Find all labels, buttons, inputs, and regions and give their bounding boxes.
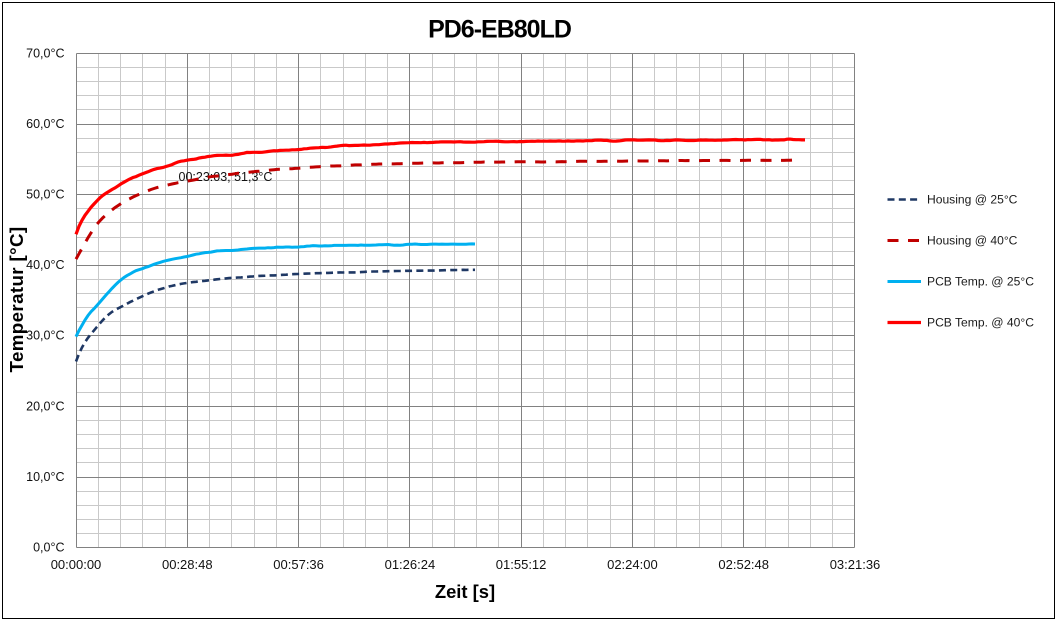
svg-text:02:52:48: 02:52:48 <box>718 557 769 572</box>
svg-text:Housing @ 40°C: Housing @ 40°C <box>927 234 1018 248</box>
svg-text:0,0°C: 0,0°C <box>33 541 64 555</box>
svg-text:PCB Temp. @ 25°C: PCB Temp. @ 25°C <box>927 275 1034 289</box>
svg-text:03:21:36: 03:21:36 <box>830 557 881 572</box>
svg-text:PD6-EB80LD: PD6-EB80LD <box>428 16 571 44</box>
svg-text:01:55:12: 01:55:12 <box>496 557 547 572</box>
svg-text:70,0°C: 70,0°C <box>26 46 64 60</box>
svg-text:PCB Temp. @ 40°C: PCB Temp. @ 40°C <box>927 316 1034 330</box>
svg-text:Zeit [s]: Zeit [s] <box>435 581 495 602</box>
svg-text:00:00:00: 00:00:00 <box>51 557 102 572</box>
svg-text:00:57:36: 00:57:36 <box>273 557 324 572</box>
svg-text:Temperatur [°C]: Temperatur [°C] <box>6 227 27 373</box>
svg-text:20,0°C: 20,0°C <box>26 399 64 413</box>
svg-text:30,0°C: 30,0°C <box>26 329 64 343</box>
svg-text:Housing @ 25°C: Housing @ 25°C <box>927 193 1018 207</box>
svg-text:40,0°C: 40,0°C <box>26 258 64 272</box>
svg-text:02:24:00: 02:24:00 <box>607 557 658 572</box>
svg-text:50,0°C: 50,0°C <box>26 188 64 202</box>
svg-text:60,0°C: 60,0°C <box>26 117 64 131</box>
svg-text:01:26:24: 01:26:24 <box>385 557 436 572</box>
svg-text:10,0°C: 10,0°C <box>26 470 64 484</box>
svg-text:00:28:48: 00:28:48 <box>162 557 213 572</box>
